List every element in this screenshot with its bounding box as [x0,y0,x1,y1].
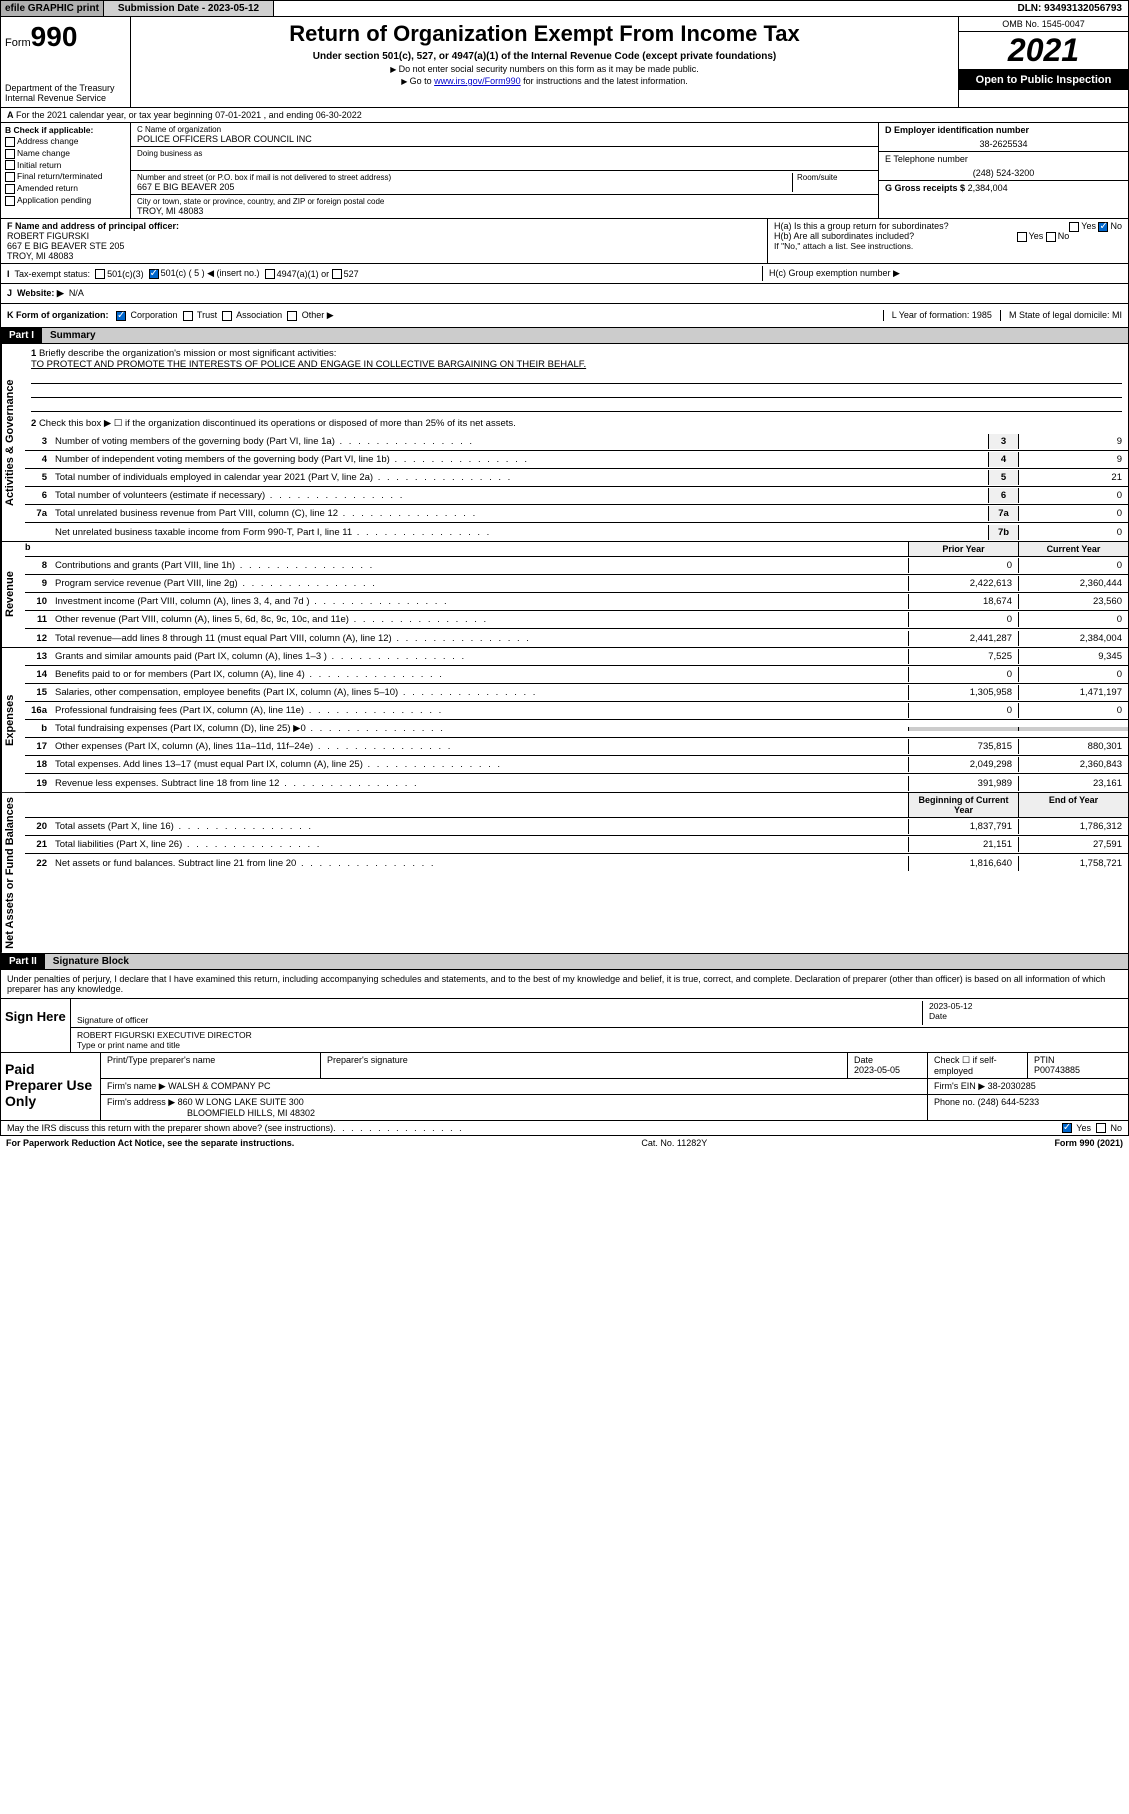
form-header: Form990 Department of the Treasury Inter… [0,17,1129,108]
row-f-h: F Name and address of principal officer:… [0,219,1129,264]
submission-date[interactable]: Submission Date - 2023-05-12 [104,1,274,16]
org-info-grid: B Check if applicable: Address change Na… [0,123,1129,219]
part2-header: Part II Signature Block [0,954,1129,970]
tax-year: 2021 [959,32,1128,70]
note-link: Go to www.irs.gov/Form990 for instructio… [139,76,950,86]
netassets-section: Net Assets or Fund Balances Beginning of… [0,793,1129,954]
dept-treasury: Department of the Treasury [5,83,126,93]
prep-date: 2023-05-05 [854,1065,900,1075]
return-subtitle: Under section 501(c), 527, or 4947(a)(1)… [139,51,950,62]
mission-text: TO PROTECT AND PROMOTE THE INTERESTS OF … [31,359,586,370]
form-number: Form990 [5,21,126,53]
governance-label: Activities & Governance [1,344,25,541]
preparer-block: Paid Preparer Use Only Print/Type prepar… [0,1053,1129,1121]
firm-name: WALSH & COMPANY PC [168,1081,270,1091]
omb-number: OMB No. 1545-0047 [959,17,1128,32]
firm-ein: 38-2030285 [988,1081,1036,1091]
row-i: I Tax-exempt status: 501(c)(3) 501(c) ( … [0,264,1129,284]
declaration: Under penalties of perjury, I declare th… [0,970,1129,999]
topbar: efile GRAPHIC print Submission Date - 20… [0,0,1129,17]
officer-name: ROBERT FIGURSKI [7,231,89,241]
part1-header: Part I Summary [0,328,1129,344]
website: N/A [69,288,84,298]
dln: DLN: 93493132056793 [1011,1,1128,16]
revenue-section: Revenue bPrior YearCurrent Year 8Contrib… [0,542,1129,648]
efile-label[interactable]: efile GRAPHIC print [1,1,104,16]
gross-receipts: 2,384,004 [968,183,1008,193]
governance-section: Activities & Governance 1 Briefly descri… [0,344,1129,542]
expenses-section: Expenses 13Grants and similar amounts pa… [0,648,1129,793]
netassets-label: Net Assets or Fund Balances [1,793,25,953]
irs: Internal Revenue Service [5,93,126,103]
row-j: J Website: ▶ N/A [0,284,1129,304]
year-formation: L Year of formation: 1985 [883,310,992,321]
org-name: POLICE OFFICERS LABOR COUNCIL INC [137,134,872,144]
firm-phone: (248) 644-5233 [978,1097,1040,1107]
officer-signature: ROBERT FIGURSKI EXECUTIVE DIRECTOR [77,1030,252,1040]
expenses-label: Expenses [1,648,25,792]
org-city: TROY, MI 48083 [137,206,872,216]
ein: 38-2625534 [885,139,1122,149]
revenue-label: Revenue [1,542,25,647]
open-inspection: Open to Public Inspection [959,70,1128,90]
return-title: Return of Organization Exempt From Incom… [139,21,950,47]
ptin: P00743885 [1034,1065,1080,1075]
sign-date: 2023-05-12 [929,1001,1122,1011]
footer-discuss: May the IRS discuss this return with the… [0,1121,1129,1137]
row-a: A For the 2021 calendar year, or tax yea… [0,108,1129,123]
phone: (248) 524-3200 [885,168,1122,178]
page-footer: For Paperwork Reduction Act Notice, see … [0,1136,1129,1150]
irs-link[interactable]: www.irs.gov/Form990 [434,76,521,86]
state-domicile: M State of legal domicile: MI [1000,310,1122,321]
firm-addr: 860 W LONG LAKE SUITE 300 [178,1097,304,1107]
note-ssn: Do not enter social security numbers on … [139,64,950,74]
sign-here-block: Sign Here Signature of officer2023-05-12… [0,999,1129,1053]
org-address: 667 E BIG BEAVER 205 [137,182,792,192]
row-k: K Form of organization: Corporation Trus… [0,304,1129,328]
box-b: B Check if applicable: Address change Na… [1,123,131,218]
